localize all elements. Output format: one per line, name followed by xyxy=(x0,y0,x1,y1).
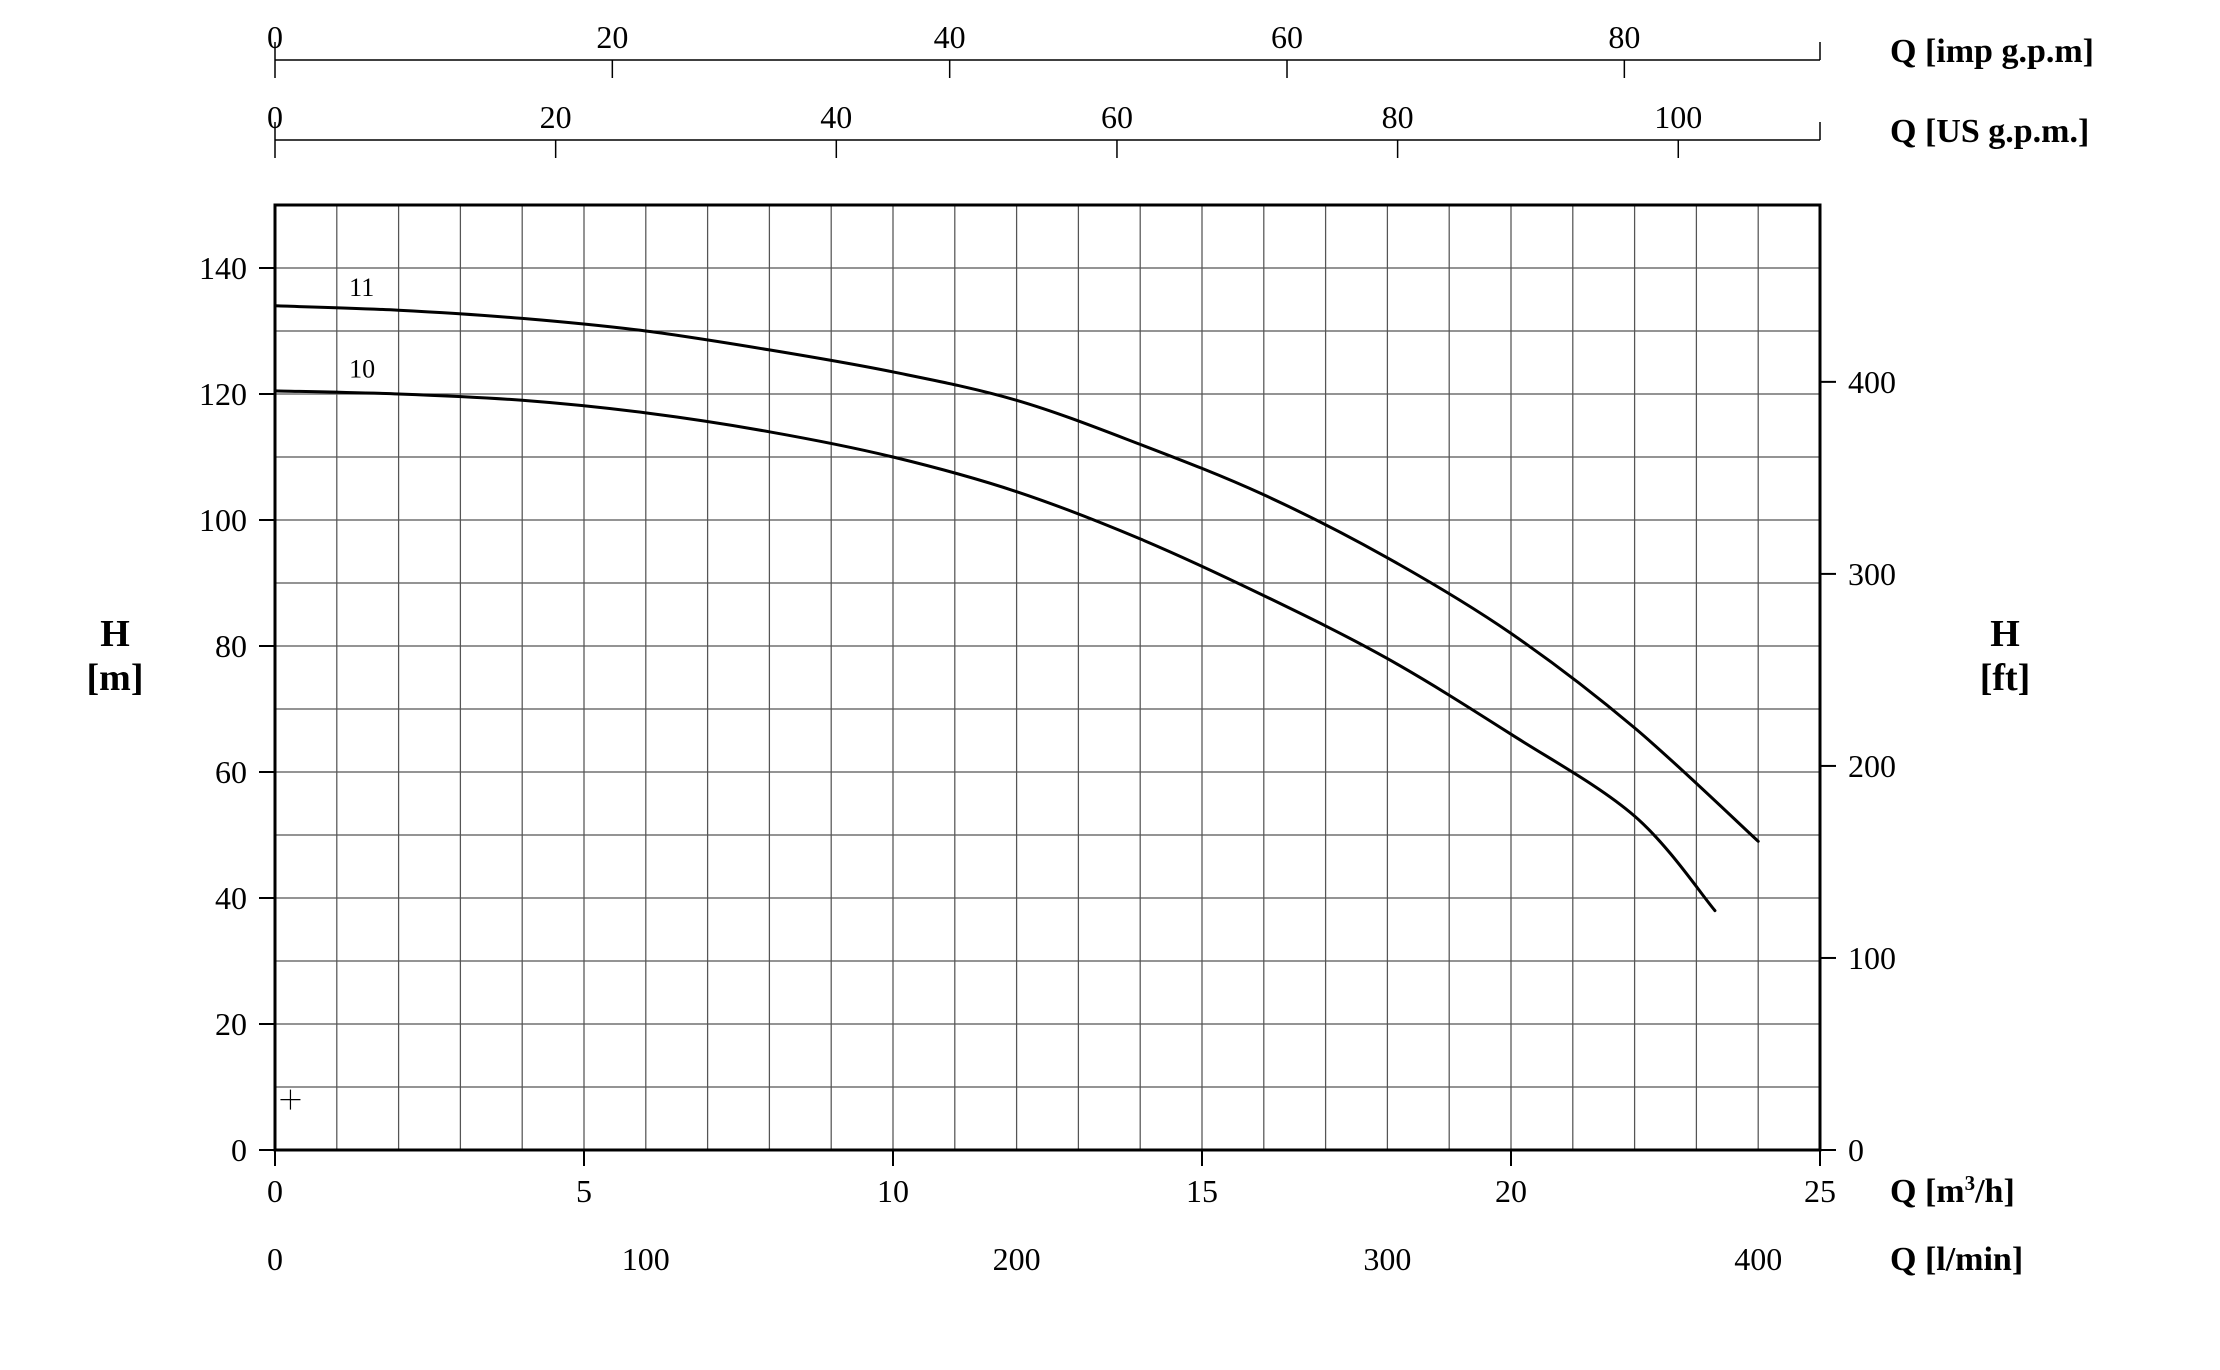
top-scale-us-tick-label: 100 xyxy=(1654,99,1702,135)
y-left-tick-label: 120 xyxy=(199,376,247,412)
top-scale-us-label: Q [US g.p.m.] xyxy=(1890,113,2089,150)
y-left-tick-label: 0 xyxy=(231,1132,247,1168)
y-right-label-line2: [ft] xyxy=(1980,657,2031,699)
y-right-tick-label: 0 xyxy=(1848,1132,1864,1168)
x-tick-label: 10 xyxy=(877,1173,909,1209)
y-left-tick-label: 80 xyxy=(215,628,247,664)
x2-tick-label: 200 xyxy=(993,1241,1041,1277)
curve-label: 10 xyxy=(349,355,375,384)
y-right-tick-label: 200 xyxy=(1848,748,1896,784)
plot-border xyxy=(275,205,1820,1150)
x-tick-label: 5 xyxy=(576,1173,592,1209)
pump-performance-chart: 020406080Q [imp g.p.m]020406080100Q [US … xyxy=(0,0,2220,1370)
curve-label: 11 xyxy=(349,273,374,302)
top-scale-imp-tick-label: 60 xyxy=(1271,19,1303,55)
y-left-tick-label: 40 xyxy=(215,880,247,916)
x2-tick-label: 300 xyxy=(1363,1241,1411,1277)
top-scale-imp-tick-label: 80 xyxy=(1608,19,1640,55)
y-right-tick-label: 100 xyxy=(1848,940,1896,976)
x2-tick-label: 0 xyxy=(267,1241,283,1277)
top-scale-imp-label: Q [imp g.p.m] xyxy=(1890,33,2094,70)
top-scale-us-tick-label: 0 xyxy=(267,99,283,135)
x-tick-label: 20 xyxy=(1495,1173,1527,1209)
top-scale-us-tick-label: 80 xyxy=(1382,99,1414,135)
y-right-label-line1: H xyxy=(1990,613,2020,655)
x-tick-label: 0 xyxy=(267,1173,283,1209)
top-scale-us-tick-label: 40 xyxy=(820,99,852,135)
x2-tick-label: 400 xyxy=(1734,1241,1782,1277)
y-left-tick-label: 140 xyxy=(199,250,247,286)
curve-10 xyxy=(275,391,1715,911)
y-left-tick-label: 100 xyxy=(199,502,247,538)
x-tick-label: 25 xyxy=(1804,1173,1836,1209)
top-scale-imp-tick-label: 0 xyxy=(267,19,283,55)
top-scale-imp-tick-label: 40 xyxy=(934,19,966,55)
top-scale-imp-tick-label: 20 xyxy=(596,19,628,55)
y-left-label-line1: H xyxy=(100,613,130,655)
top-scale-us-tick-label: 60 xyxy=(1101,99,1133,135)
y-left-tick-label: 20 xyxy=(215,1006,247,1042)
x-axis-label-m3h: Q [m3/h] xyxy=(1890,1171,2015,1210)
x-axis-label-lmin: Q [l/min] xyxy=(1890,1241,2023,1278)
y-left-tick-label: 60 xyxy=(215,754,247,790)
top-scale-us-tick-label: 20 xyxy=(540,99,572,135)
y-left-label-line2: [m] xyxy=(87,657,144,699)
x-tick-label: 15 xyxy=(1186,1173,1218,1209)
y-right-tick-label: 300 xyxy=(1848,556,1896,592)
y-right-tick-label: 400 xyxy=(1848,364,1896,400)
x2-tick-label: 100 xyxy=(622,1241,670,1277)
